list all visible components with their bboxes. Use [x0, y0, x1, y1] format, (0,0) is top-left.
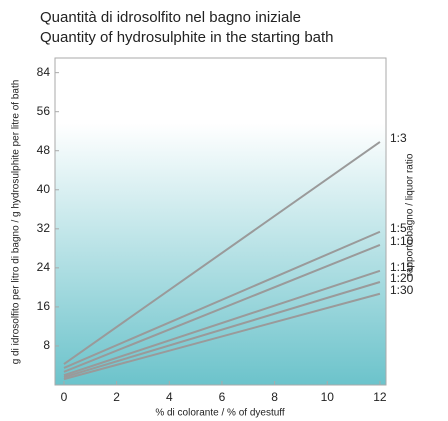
series-label: 1:20 [390, 271, 414, 285]
series-line [63, 230, 381, 369]
series-line [63, 269, 381, 377]
series-line [63, 243, 381, 373]
x-tick-label: 2 [113, 390, 120, 404]
x-axis-label: % di colorante / % of dyestuff [155, 408, 285, 419]
x-tick-label: 6 [219, 390, 226, 404]
y-tick-label: 16 [37, 299, 51, 313]
series-label: 1:5 [390, 221, 407, 235]
series-line [63, 292, 381, 381]
x-tick-label: 8 [271, 390, 278, 404]
y-axis-label: g di idrosolfito per litro di bagno / g … [11, 80, 22, 365]
chart-title: Quantità di idrosolfito nel bagno inizia… [40, 9, 301, 26]
y-tick-label: 8 [43, 338, 50, 352]
y-tick-label: 56 [37, 104, 51, 118]
y-tick-label: 40 [37, 182, 51, 196]
x-tick-label: 0 [61, 390, 68, 404]
series-label: 1:3 [390, 131, 407, 145]
x-tick-label: 4 [166, 390, 173, 404]
y-tick-label: 32 [37, 221, 51, 235]
x-tick-label: 10 [321, 390, 335, 404]
chart-subtitle: Quantity of hydrosulphite in the startin… [40, 29, 334, 46]
y-tick-label: 24 [37, 260, 51, 274]
y-tick-label: 84 [37, 65, 51, 79]
x-tick-label: 12 [373, 390, 387, 404]
series-label: 1:15 [390, 260, 414, 274]
y-tick-label: 48 [37, 143, 51, 157]
series-line [63, 281, 381, 379]
series-line [63, 141, 381, 365]
series-label: 1:30 [390, 283, 414, 297]
series-label: 1:10 [390, 234, 414, 248]
y2-axis-label: rapporto bagno / liquor ratio [405, 153, 416, 276]
